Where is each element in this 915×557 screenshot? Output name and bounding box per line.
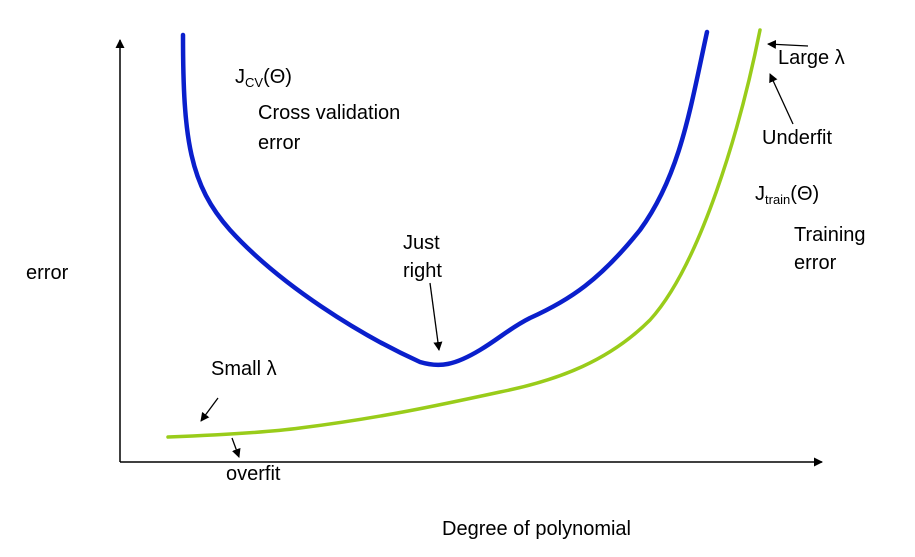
train-symbol: J <box>755 183 765 205</box>
y-axis-label: error <box>26 262 69 284</box>
large-lambda-arrow <box>767 39 809 49</box>
train-description-line1: Training <box>794 224 866 246</box>
cv-argument: (Θ) <box>263 66 292 88</box>
just-right-label-line2: right <box>403 260 442 282</box>
cv-description-line2: error <box>258 132 301 154</box>
overfit-arrow <box>231 437 241 458</box>
overfit-label: overfit <box>226 463 281 485</box>
train-argument: (Θ) <box>790 183 820 205</box>
cv-error-curve <box>180 29 710 368</box>
cv-symbol: J <box>235 66 245 88</box>
underfit-arrow <box>769 73 794 125</box>
train-subscript: train <box>765 192 791 207</box>
just-right-arrow <box>429 282 443 351</box>
just-right-label-line1: Just <box>403 232 440 254</box>
small-lambda-arrow <box>200 397 219 422</box>
underfit-label: Underfit <box>762 127 833 149</box>
training-error-curve <box>166 28 762 439</box>
train-curve-label: Jtrain(Θ) <box>755 180 819 214</box>
cv-subscript: CV <box>245 75 264 90</box>
large-lambda-label: Large λ <box>778 47 845 69</box>
small-lambda-label: Small λ <box>211 358 277 380</box>
cv-curve-label: JCV(Θ) <box>235 63 292 97</box>
cv-description-line1: Cross validation <box>258 102 401 124</box>
train-description-line2: error <box>794 252 837 274</box>
x-axis-label: Degree of polynomial <box>442 518 631 540</box>
